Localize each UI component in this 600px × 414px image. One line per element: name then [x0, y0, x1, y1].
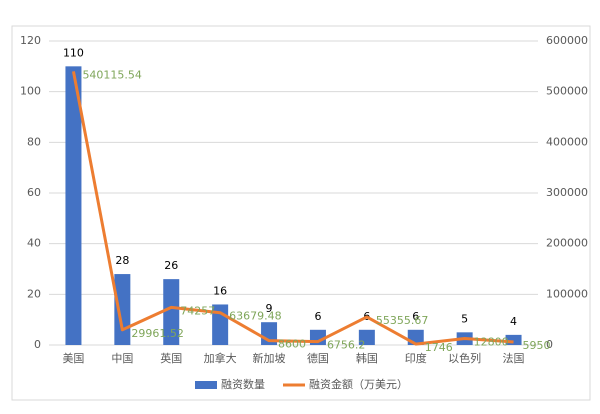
y-tick-label: 80: [27, 135, 41, 148]
x-tick-label: 美国: [62, 352, 84, 365]
x-tick-label: 印度: [405, 351, 427, 365]
line-value-label: 6756.2: [327, 339, 366, 352]
x-tick-label: 德国: [307, 351, 329, 365]
line-value-label: 12800: [474, 336, 509, 349]
line-value-label: 1746: [425, 341, 453, 354]
bar-value-label: 28: [115, 254, 129, 267]
bar: [505, 334, 522, 345]
y-tick-label: 0: [34, 338, 41, 351]
chart-frame: [11, 25, 591, 401]
y2-tick-label: 200000: [546, 237, 588, 250]
y2-tick-label: 300000: [546, 186, 588, 199]
line-value-label: 74257: [180, 304, 215, 317]
x-tick-label: 中国: [111, 352, 133, 365]
legend-swatch: [195, 381, 217, 389]
x-tick-label: 新加坡: [253, 351, 286, 365]
line-value-label: 63679.48: [229, 310, 282, 323]
bar-value-label: 110: [63, 46, 84, 59]
line-value-label: 8600: [278, 338, 306, 351]
y2-tick-label: 500000: [546, 85, 588, 98]
line-value-label: 540115.54: [82, 68, 142, 81]
y-tick-label: 120: [20, 34, 41, 47]
legend-label: 融资数量: [221, 378, 265, 391]
bar-value-label: 6: [314, 310, 321, 323]
bar: [114, 274, 131, 345]
x-tick-label: 以色列: [448, 351, 481, 365]
line: [71, 71, 514, 346]
y2-tick-label: 600000: [546, 34, 588, 47]
line-value-label: 29961.52: [131, 327, 184, 340]
bar: [163, 279, 180, 345]
line-value-label: 5950: [523, 339, 551, 352]
bar-value-label: 16: [213, 284, 227, 297]
y-tick-label: 100: [20, 85, 41, 98]
y2-tick-label: 400000: [546, 135, 588, 148]
legend-label: 融资金额（万美元）: [309, 377, 408, 391]
bar-value-label: 9: [266, 302, 273, 315]
bar-value-label: 6: [412, 310, 419, 323]
y-tick-label: 40: [27, 237, 41, 250]
line-value-label: 55355.67: [376, 314, 429, 327]
y-tick-label: 20: [27, 287, 41, 300]
bar-value-label: 26: [164, 259, 178, 272]
y2-tick-label: 100000: [546, 287, 588, 300]
x-tick-label: 英国: [160, 351, 182, 365]
bar-value-label: 4: [510, 315, 517, 328]
bar: [358, 329, 375, 345]
bar: [65, 66, 82, 345]
x-tick-label: 韩国: [356, 351, 378, 365]
x-tick-label: 法国: [503, 351, 525, 365]
y-tick-label: 60: [27, 186, 41, 199]
x-tick-label: 加拿大: [204, 351, 237, 365]
bar-value-label: 5: [461, 312, 468, 325]
y2-tick-label: 0: [546, 338, 553, 351]
